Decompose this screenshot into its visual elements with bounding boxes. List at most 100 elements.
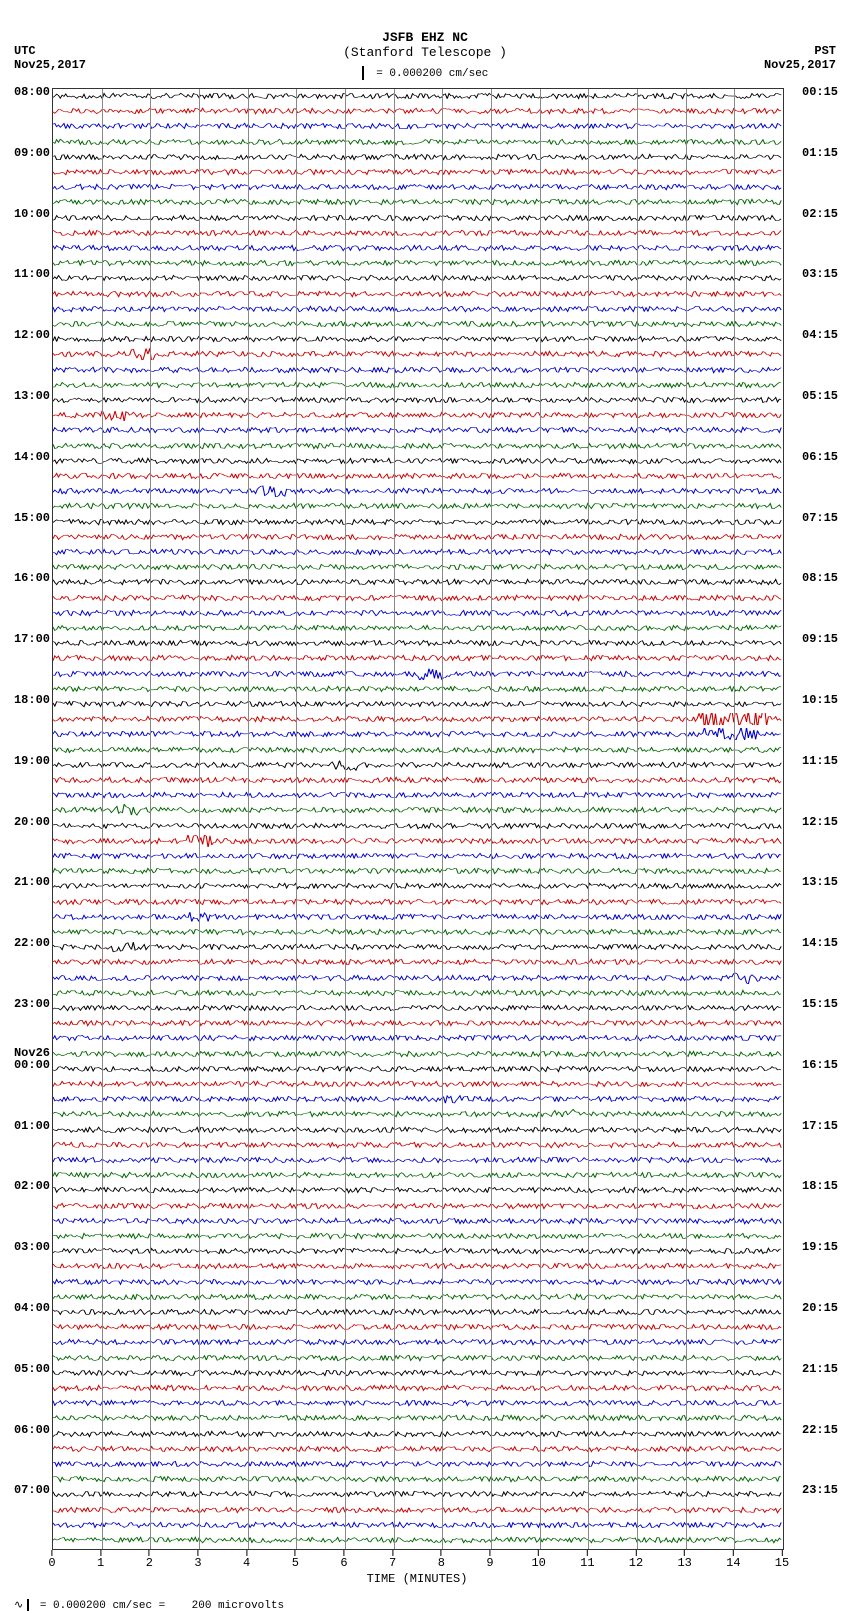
seismic-trace [53,972,783,984]
grid-line [296,89,297,1549]
pst-hour-label: 09:15 [800,633,850,645]
xtick: 9 [486,1550,493,1570]
seismic-trace [53,120,783,132]
seismic-trace [53,911,783,923]
xtick: 8 [438,1550,445,1570]
pst-hour-label: 02:15 [800,208,850,220]
seismic-trace [53,212,783,224]
utc-hour-label: 22:00 [0,937,50,949]
utc-hour-label: 11:00 [0,268,50,280]
seismic-trace [53,1504,783,1516]
grid-line [491,89,492,1549]
utc-hour-label: 21:00 [0,876,50,888]
footer-prefix: = 0.000200 cm/sec = [40,1600,165,1612]
seismic-trace [53,1245,783,1257]
seismic-trace [53,1002,783,1014]
xtick: 15 [775,1550,789,1570]
seismic-trace [53,880,783,892]
utc-hour-label: 03:00 [0,1241,50,1253]
grid-line [150,89,151,1549]
pst-hour-label: 21:15 [800,1363,850,1375]
seismic-trace [53,774,783,786]
utc-hour-label: 19:00 [0,755,50,767]
seismic-trace [53,1200,783,1212]
pst-hour-label: 05:15 [800,390,850,402]
pst-hour-label: 18:15 [800,1180,850,1192]
seismic-trace [53,90,783,102]
seismic-trace [53,1260,783,1272]
grid-line [686,89,687,1549]
utc-hour-label: 01:00 [0,1120,50,1132]
grid-line [734,89,735,1549]
grid-line [345,89,346,1549]
seismic-trace [53,500,783,512]
header: JSFB EHZ NC (Stanford Telescope ) [0,30,850,60]
seismic-trace [53,1230,783,1242]
xtick: 5 [292,1550,299,1570]
seismic-trace [53,850,783,862]
xtick: 1 [97,1550,104,1570]
utc-hour-label: 12:00 [0,329,50,341]
seismic-trace [53,698,783,710]
utc-hour-label: 16:00 [0,572,50,584]
seismic-trace [53,1367,783,1379]
seismic-trace [53,151,783,163]
pst-hour-label: 20:15 [800,1302,850,1314]
xtick: 4 [243,1550,250,1570]
station-title: JSFB EHZ NC [0,30,850,45]
seismic-trace [53,272,783,284]
xtick: 11 [580,1550,594,1570]
pst-hour-label: 11:15 [800,755,850,767]
seismic-trace [53,1108,783,1120]
seismic-trace [53,166,783,178]
xtick: 10 [531,1550,545,1570]
seismic-trace [53,1382,783,1394]
xtick: 3 [194,1550,201,1570]
pst-hour-label: 10:15 [800,694,850,706]
seismogram-page: JSFB EHZ NC (Stanford Telescope ) = 0.00… [0,0,850,1613]
seismic-trace [53,1397,783,1409]
seismic-trace [53,1443,783,1455]
utc-hour-label: 04:00 [0,1302,50,1314]
seismic-trace [53,789,783,801]
seismic-trace [53,440,783,452]
pst-hour-label: 23:15 [800,1484,850,1496]
pst-hour-label: 00:15 [800,86,850,98]
xtick: 0 [48,1550,55,1570]
seismic-trace [53,1352,783,1364]
seismic-trace [53,1093,783,1105]
scale-label: = 0.000200 cm/sec [376,68,488,80]
seismic-trace [53,455,783,467]
seismic-trace [53,1321,783,1333]
pst-hour-label: 19:15 [800,1241,850,1253]
seismic-trace [53,409,783,421]
seismic-trace [53,607,783,619]
seismic-trace [53,1306,783,1318]
xtick: 7 [389,1550,396,1570]
seismic-trace [53,105,783,117]
seismic-trace [53,652,783,664]
seismic-trace [53,364,783,376]
utc-date2-label: Nov26 [0,1047,50,1059]
footer-wave-icon: ∿ [14,1600,23,1612]
seismic-trace [53,956,783,968]
pst-hour-label: 14:15 [800,937,850,949]
utc-hour-label: 20:00 [0,816,50,828]
seismic-trace [53,1336,783,1348]
pst-hour-label: 15:15 [800,998,850,1010]
tz-left: UTC [14,44,36,58]
seismic-trace [53,637,783,649]
grid-line [540,89,541,1549]
seismic-trace [53,196,783,208]
seismic-trace [53,485,783,497]
seismic-trace [53,1488,783,1500]
pst-hour-label: 22:15 [800,1424,850,1436]
seismic-trace [53,1032,783,1044]
x-axis-label: TIME (MINUTES) [52,1572,782,1586]
grid-line [102,89,103,1549]
seismic-trace [53,470,783,482]
seismic-trace [53,1017,783,1029]
date-left: Nov25,2017 [14,58,86,72]
seismic-trace [53,318,783,330]
seismic-trace [53,668,783,680]
